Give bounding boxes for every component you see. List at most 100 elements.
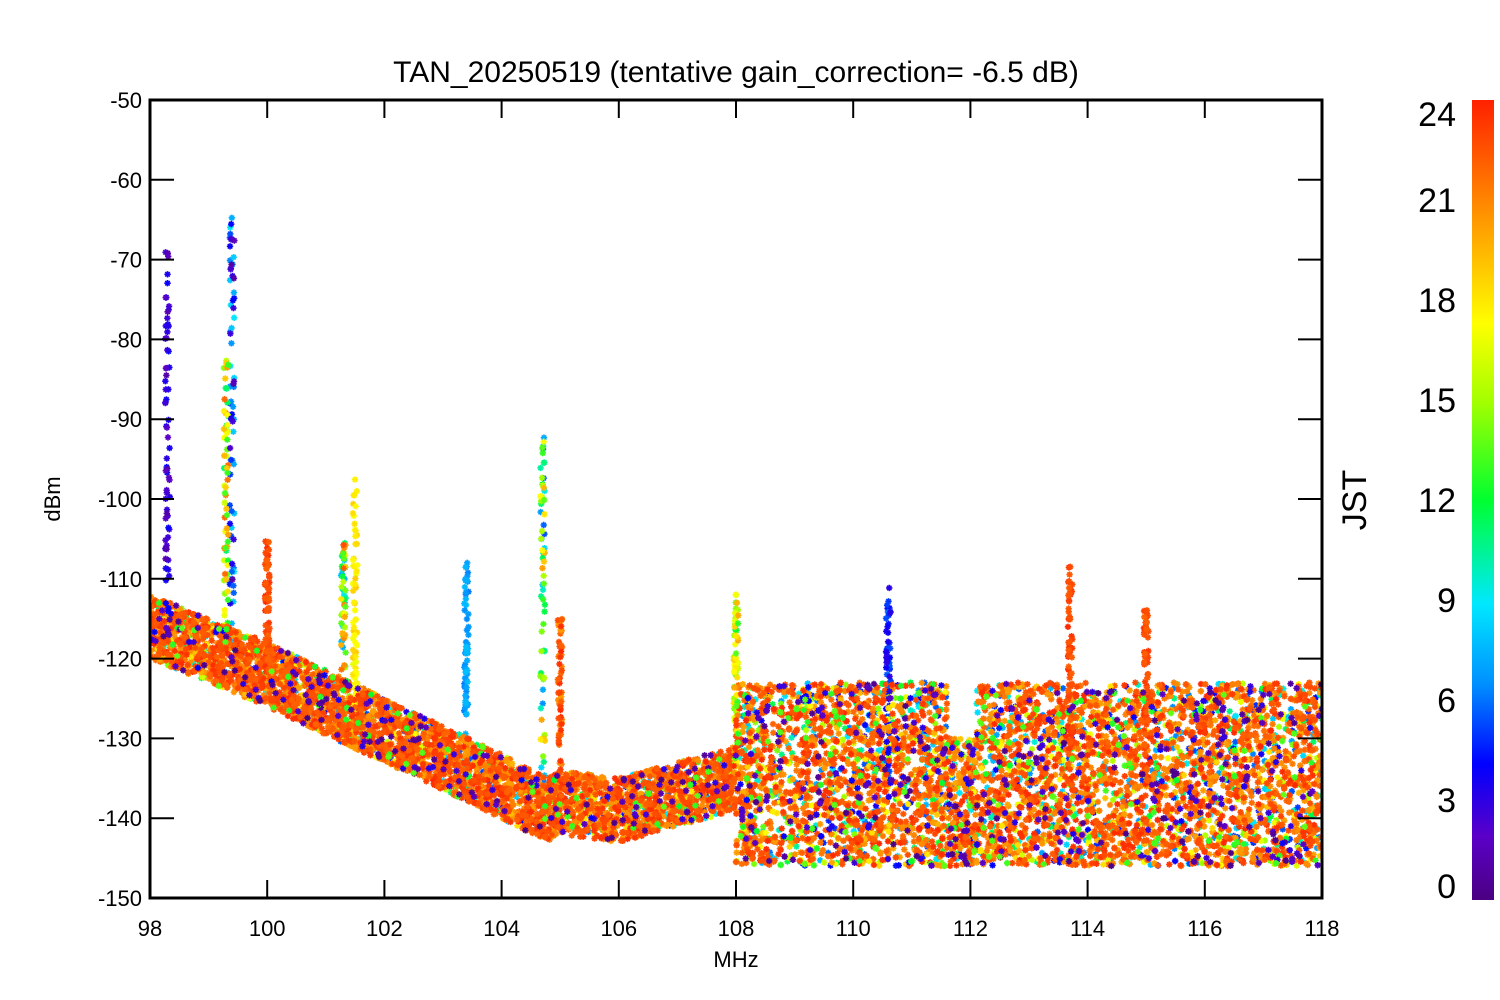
data-point — [230, 428, 237, 435]
data-point — [907, 822, 915, 830]
data-point — [166, 364, 173, 371]
data-point — [510, 791, 517, 798]
data-point — [1259, 685, 1266, 692]
data-point — [1114, 819, 1121, 826]
data-point — [505, 773, 512, 780]
data-point — [1019, 852, 1026, 859]
data-point — [1271, 745, 1278, 752]
data-point — [994, 747, 1002, 754]
data-point — [538, 474, 546, 482]
data-point — [1249, 767, 1257, 775]
data-point — [352, 639, 359, 646]
data-point — [1148, 688, 1155, 696]
data-point — [864, 831, 872, 838]
data-point — [1197, 703, 1205, 710]
data-point — [858, 746, 865, 754]
data-point — [883, 602, 891, 609]
data-point — [932, 720, 939, 727]
data-point — [887, 677, 894, 685]
data-point — [1225, 777, 1233, 784]
data-point — [934, 799, 941, 806]
data-point — [158, 603, 165, 610]
data-point — [1257, 695, 1265, 703]
data-point — [506, 755, 514, 763]
data-point — [990, 701, 997, 709]
data-point — [1059, 685, 1067, 692]
data-point — [798, 832, 805, 839]
data-point — [1262, 762, 1269, 770]
data-point — [919, 730, 926, 737]
data-point — [1015, 758, 1023, 765]
data-point — [1026, 770, 1034, 777]
data-point — [904, 759, 911, 766]
data-point — [152, 656, 159, 664]
data-point — [1112, 769, 1119, 776]
data-point — [1116, 790, 1124, 798]
data-point — [757, 837, 764, 845]
data-point — [754, 769, 762, 776]
data-point — [1024, 775, 1032, 783]
data-point — [1019, 699, 1026, 706]
data-point — [752, 807, 760, 814]
data-point — [1213, 809, 1221, 816]
data-point — [845, 800, 852, 807]
data-point — [879, 763, 886, 770]
data-point — [226, 520, 234, 527]
data-point — [982, 758, 989, 766]
data-point — [349, 580, 357, 587]
data-point — [1087, 721, 1094, 729]
data-point — [467, 754, 475, 761]
data-point — [540, 434, 548, 441]
data-point — [462, 778, 470, 785]
data-point — [776, 798, 783, 806]
data-point — [733, 627, 740, 634]
data-point — [1222, 730, 1229, 738]
data-point — [1106, 774, 1114, 782]
data-point — [1269, 715, 1277, 722]
data-point — [1135, 753, 1142, 760]
data-point — [1013, 849, 1020, 857]
data-point — [643, 768, 651, 775]
data-point — [1126, 790, 1133, 798]
data-point — [1004, 764, 1012, 772]
data-point — [1028, 856, 1036, 864]
data-point — [732, 641, 739, 648]
data-point — [1009, 741, 1017, 748]
data-point — [336, 716, 344, 724]
data-point — [540, 521, 547, 529]
data-point — [1045, 726, 1052, 733]
data-point — [227, 398, 235, 405]
data-point — [337, 738, 344, 745]
data-point — [994, 822, 1002, 829]
data-point — [1245, 724, 1252, 731]
data-point — [383, 758, 391, 766]
data-point — [1191, 764, 1199, 771]
data-point — [541, 530, 548, 538]
data-point — [1148, 826, 1156, 833]
data-point — [1227, 725, 1234, 732]
data-point — [1215, 680, 1222, 688]
data-point — [675, 759, 683, 766]
data-point — [220, 577, 228, 584]
data-point — [1219, 698, 1226, 706]
data-point — [1042, 802, 1050, 809]
data-point — [974, 709, 981, 716]
data-point — [508, 797, 516, 805]
data-point — [907, 771, 915, 778]
data-point — [1093, 842, 1100, 849]
data-point — [844, 844, 852, 851]
data-point — [1221, 848, 1229, 855]
data-point — [1285, 809, 1293, 816]
data-point — [199, 673, 206, 681]
data-point — [473, 741, 481, 749]
data-point — [899, 832, 907, 840]
data-point — [699, 797, 707, 804]
data-point — [1280, 685, 1287, 692]
data-point — [517, 790, 525, 798]
data-point — [1051, 810, 1058, 817]
data-point — [1096, 778, 1103, 785]
data-point — [1234, 796, 1242, 803]
data-point — [1119, 794, 1126, 801]
data-point — [187, 632, 195, 639]
data-point — [931, 699, 938, 707]
